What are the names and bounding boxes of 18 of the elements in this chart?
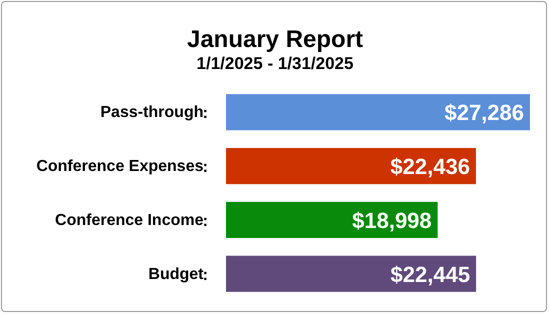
text: :: [202, 266, 208, 284]
data-label: $22,445: [390, 262, 470, 287]
bar: [226, 148, 476, 184]
text: :: [202, 159, 208, 176]
chart-subtitle: 1/1/2025 - 1/31/2025: [196, 54, 354, 73]
y-tick-label: Conference Income: [55, 212, 204, 229]
chart-title: January Report: [186, 26, 364, 53]
data-label: $18,998: [352, 208, 432, 233]
bar: [226, 94, 530, 130]
y-tick-label: Budget: [148, 266, 204, 283]
y-tick-label: Conference Expenses: [36, 158, 204, 176]
bar: [226, 256, 476, 292]
data-label: $22,436: [390, 154, 470, 180]
data-label: $27,286: [444, 100, 524, 126]
bar: [226, 202, 438, 238]
text: :: [202, 212, 208, 230]
text: :: [202, 105, 208, 122]
y-tick-label: Pass-through: [100, 104, 204, 122]
